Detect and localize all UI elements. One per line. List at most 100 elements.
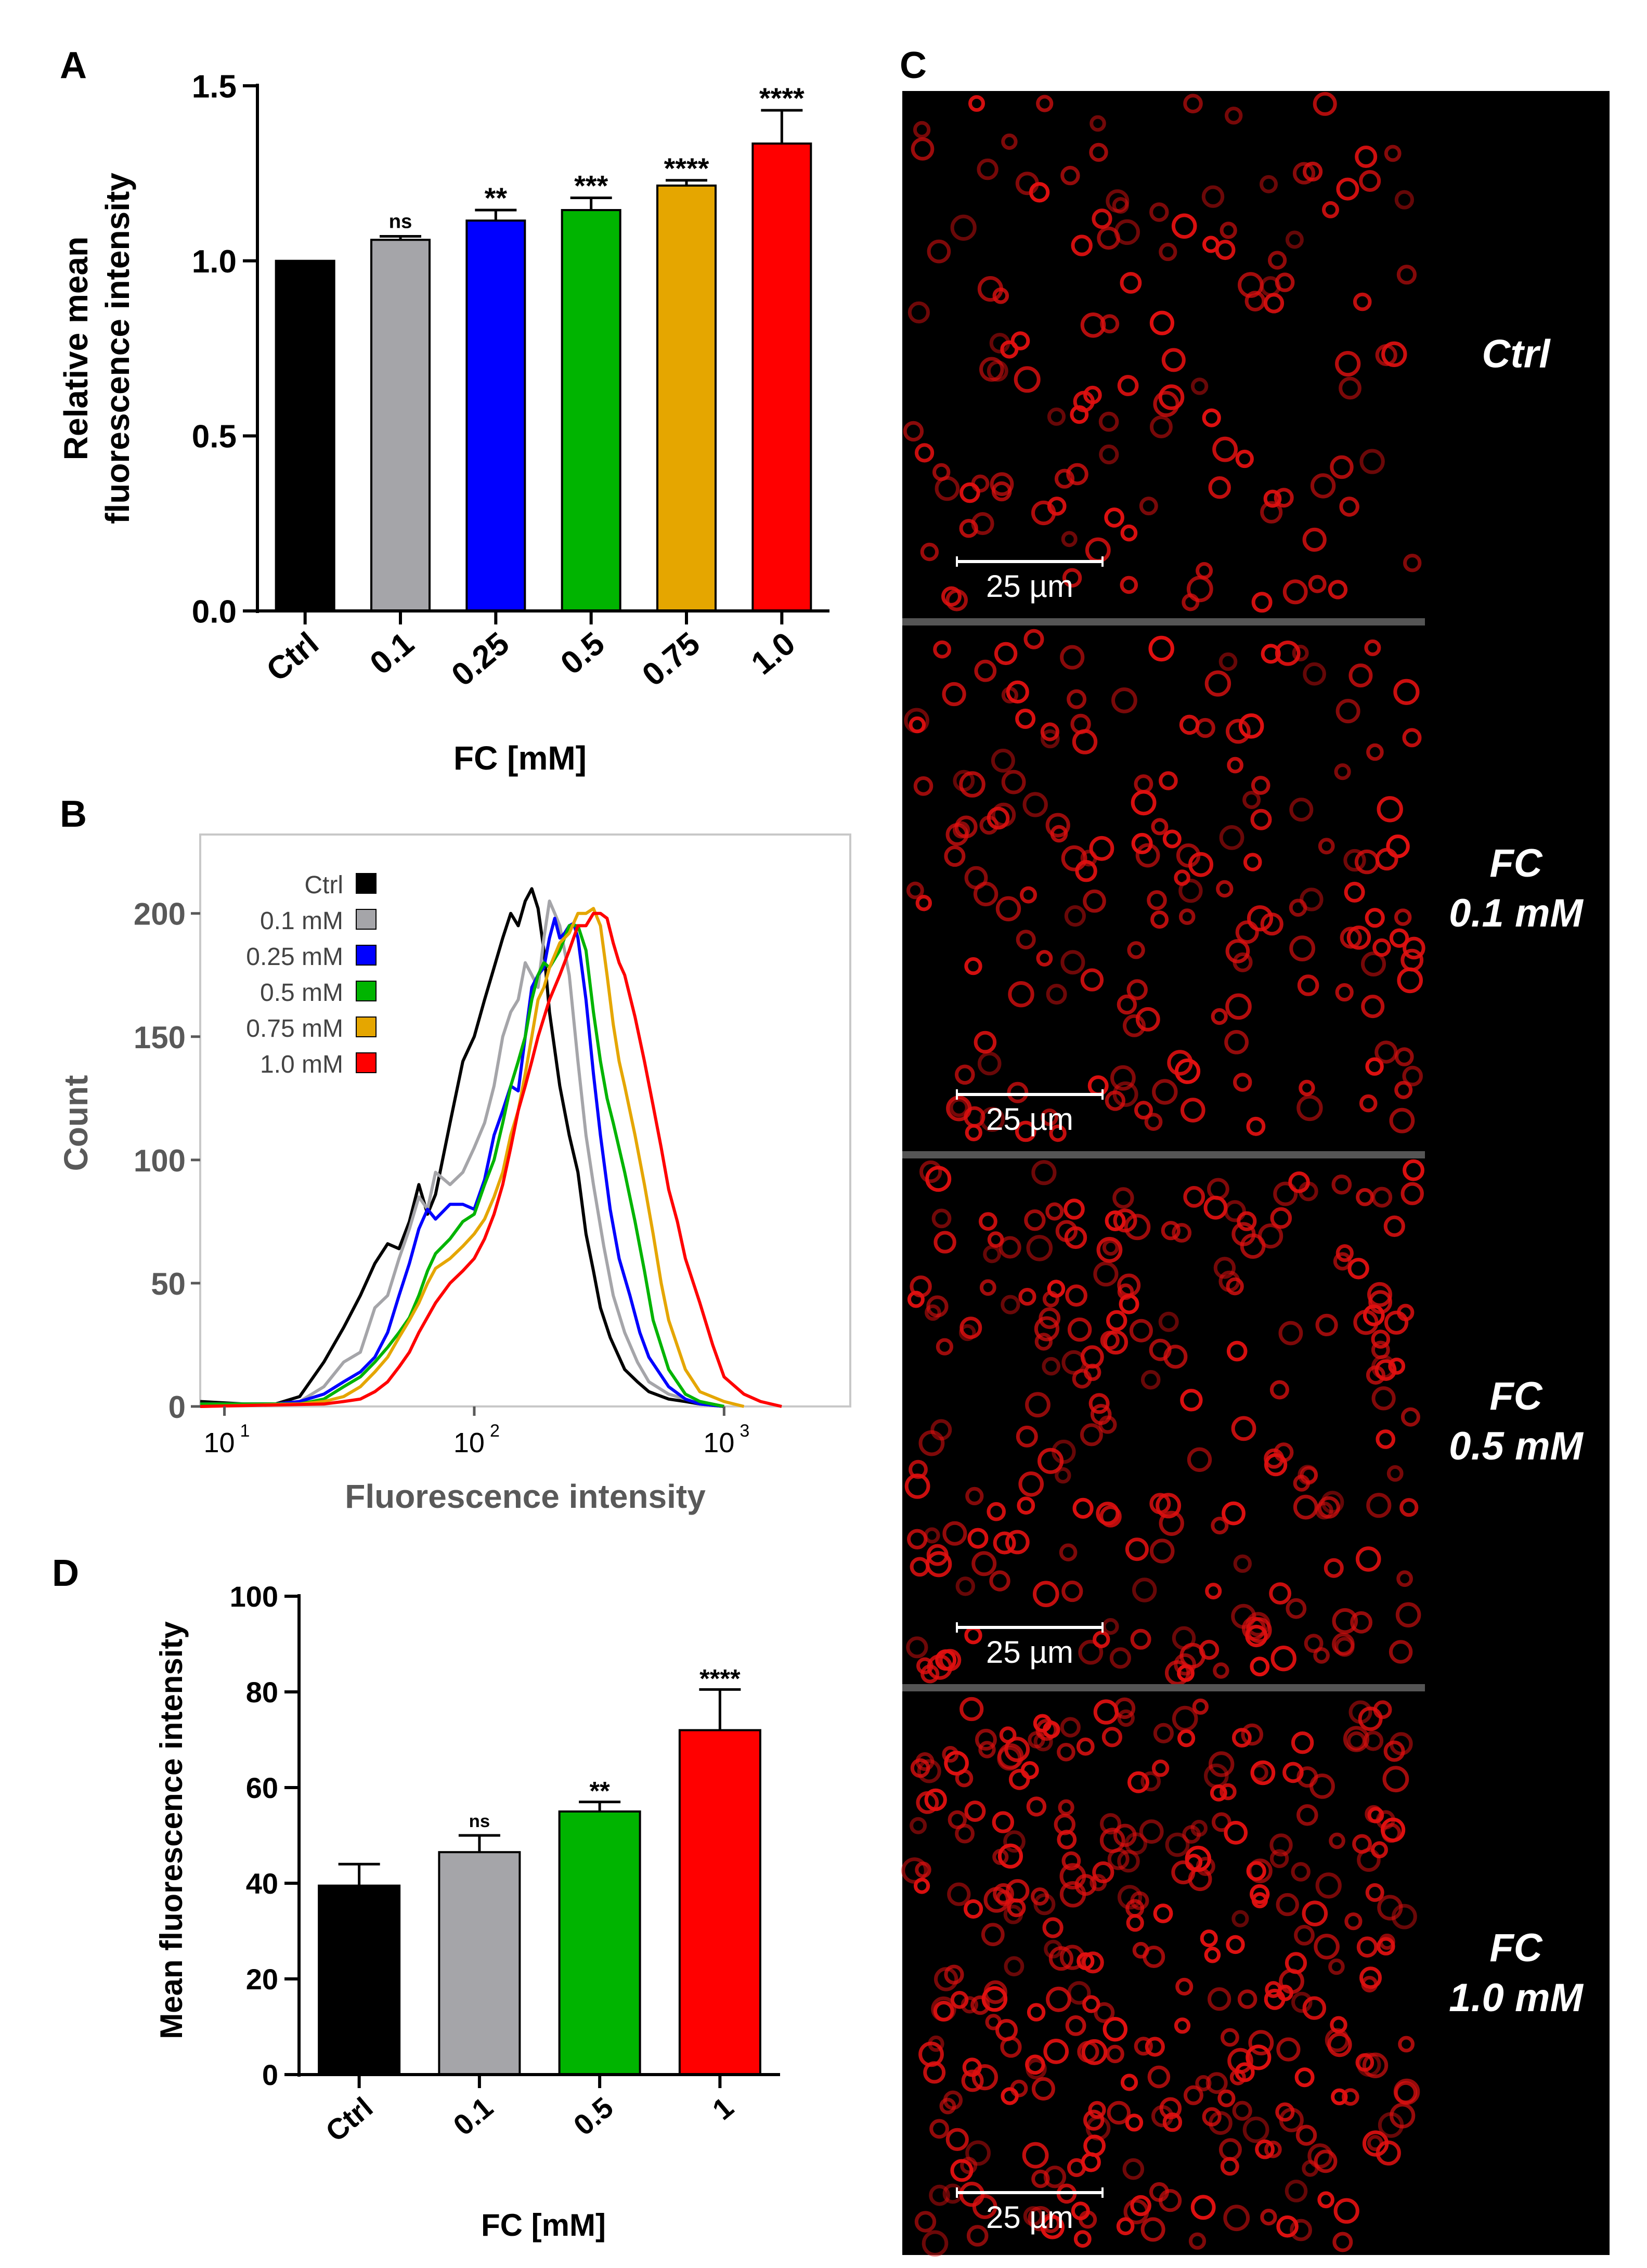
cell-p0: [968, 95, 985, 112]
cell-p3: [1211, 1812, 1231, 1832]
cell-p1: [1060, 645, 1085, 670]
cell-p3: [1059, 1863, 1086, 1890]
chart-b-xlabel: Fluorescence intensity: [345, 1478, 706, 1515]
cell-p3: [983, 1980, 1007, 2004]
cell-p3: [1264, 1988, 1286, 2010]
cell-p1: [964, 1106, 985, 1128]
cell-p2: [1213, 1662, 1229, 1679]
panel-label-c: C: [900, 45, 927, 86]
cell-p1: [1008, 981, 1034, 1008]
cell-p2: [1106, 1310, 1127, 1332]
chart-b-y-ticks: 0 50 100 150 200: [134, 897, 200, 1425]
cell-p0: [1100, 314, 1120, 334]
cell-p0: [1171, 213, 1197, 239]
cell-p2: [1211, 1517, 1229, 1535]
cell-p3: [1260, 2209, 1277, 2226]
cell-p3: [1246, 2044, 1272, 2070]
cell-p0: [1090, 115, 1106, 132]
cell-p3: [1134, 2037, 1153, 2056]
cell-p3: [993, 1883, 1014, 1905]
cell-p1: [1354, 849, 1380, 875]
a-bar-3: [561, 209, 621, 612]
cell-p2: [1061, 1580, 1083, 1602]
cell-p3: [1143, 1946, 1165, 1968]
cell-p3: [1010, 2079, 1028, 2097]
cell-p1: [1403, 936, 1425, 960]
cell-p3: [955, 1823, 975, 1844]
cell-p1: [1007, 1081, 1029, 1103]
cell-p2: [1388, 1358, 1406, 1375]
cell-p1: [904, 708, 929, 734]
cell-p2: [989, 1570, 1010, 1592]
cell-p3: [950, 2159, 974, 2182]
cell-p3: [1302, 1996, 1327, 2020]
chart-a-xlabel: FC [mM]: [453, 739, 587, 777]
cell-p2: [1389, 1640, 1413, 1664]
cell-p3: [1106, 2044, 1124, 2064]
cell-p3: [1165, 1832, 1190, 1857]
cell-p2: [1130, 1628, 1151, 1650]
scalebar-text-1: 25 µm: [986, 1102, 1073, 1137]
cell-p2: [1400, 1407, 1420, 1427]
chart-b-legend: Ctrl 0.1 mM 0.25 mM 0.5 mM 0.75 mM 1.0 mM: [246, 871, 377, 1078]
cell-p0: [1355, 146, 1378, 168]
d-bar-0: [318, 1884, 401, 2076]
cell-p1: [1394, 1080, 1413, 1099]
cell-p3: [1057, 1830, 1077, 1849]
cell-p2: [1159, 1510, 1184, 1536]
cell-p3: [1099, 1828, 1125, 1854]
cell-p2: [1350, 1611, 1373, 1634]
cell-p3: [1209, 2111, 1233, 2135]
cell-p3: [1332, 2232, 1353, 2252]
cell-p3: [1204, 1947, 1221, 1963]
cell-p3: [1295, 2124, 1317, 2146]
chart-b-series-1: [200, 900, 724, 1408]
a-significance-3: ***: [574, 169, 608, 202]
cell-p1: [1112, 1081, 1138, 1107]
cell-p0: [1066, 463, 1088, 486]
chart-d-y-ticks: 0 20 40 60 80 100: [230, 1580, 299, 2091]
cell-p3: [1361, 1976, 1378, 1993]
cell-p0: [990, 472, 1014, 496]
cell-p2: [1102, 1618, 1119, 1635]
cell-p1: [1046, 984, 1067, 1005]
cell-p3: [943, 2090, 963, 2110]
cell-p3: [1033, 1732, 1053, 1752]
cell-p3: [1046, 1986, 1071, 2012]
cell-p1: [913, 776, 933, 796]
cell-p3: [1003, 1830, 1026, 1853]
cell-p2: [1072, 1497, 1094, 1519]
cell-p2: [1335, 1244, 1354, 1262]
cell-p2: [1315, 1313, 1338, 1336]
cell-p3: [1081, 2039, 1108, 2065]
cell-p2: [1064, 1198, 1085, 1220]
cell-p2: [1270, 1646, 1296, 1672]
cell-p1: [1335, 983, 1354, 1002]
cell-p2: [1055, 1467, 1071, 1484]
cell-p3: [1265, 1981, 1282, 1998]
cell-p0: [1403, 554, 1422, 572]
cell-p0: [1336, 177, 1359, 201]
cell-p2: [1226, 1277, 1244, 1296]
cell-p3: [1329, 1832, 1345, 1849]
cell-p1: [1397, 967, 1423, 994]
cell-p3: [1153, 1904, 1173, 1923]
a-ytick-label: 1.0: [192, 244, 237, 280]
cell-p1: [1211, 1008, 1228, 1025]
cell-p1: [1289, 898, 1307, 917]
cell-p2: [1005, 1530, 1030, 1555]
cell-p3: [1175, 1977, 1194, 1996]
cell-p0: [1282, 579, 1308, 605]
cell-p2: [1274, 1442, 1294, 1463]
chart-a-ylabel-line2: fluorescence intensity: [99, 173, 136, 524]
cell-p3: [1065, 2015, 1086, 2036]
cell-p2: [924, 1527, 940, 1544]
d-xtick-label: 1: [706, 2091, 740, 2126]
cell-p2: [1099, 1505, 1122, 1528]
cell-p1: [1123, 1014, 1146, 1037]
cell-p1: [1365, 1057, 1384, 1076]
cell-p2: [1347, 1258, 1369, 1280]
cell-p1: [1247, 905, 1274, 932]
cell-p1: [1219, 825, 1244, 850]
